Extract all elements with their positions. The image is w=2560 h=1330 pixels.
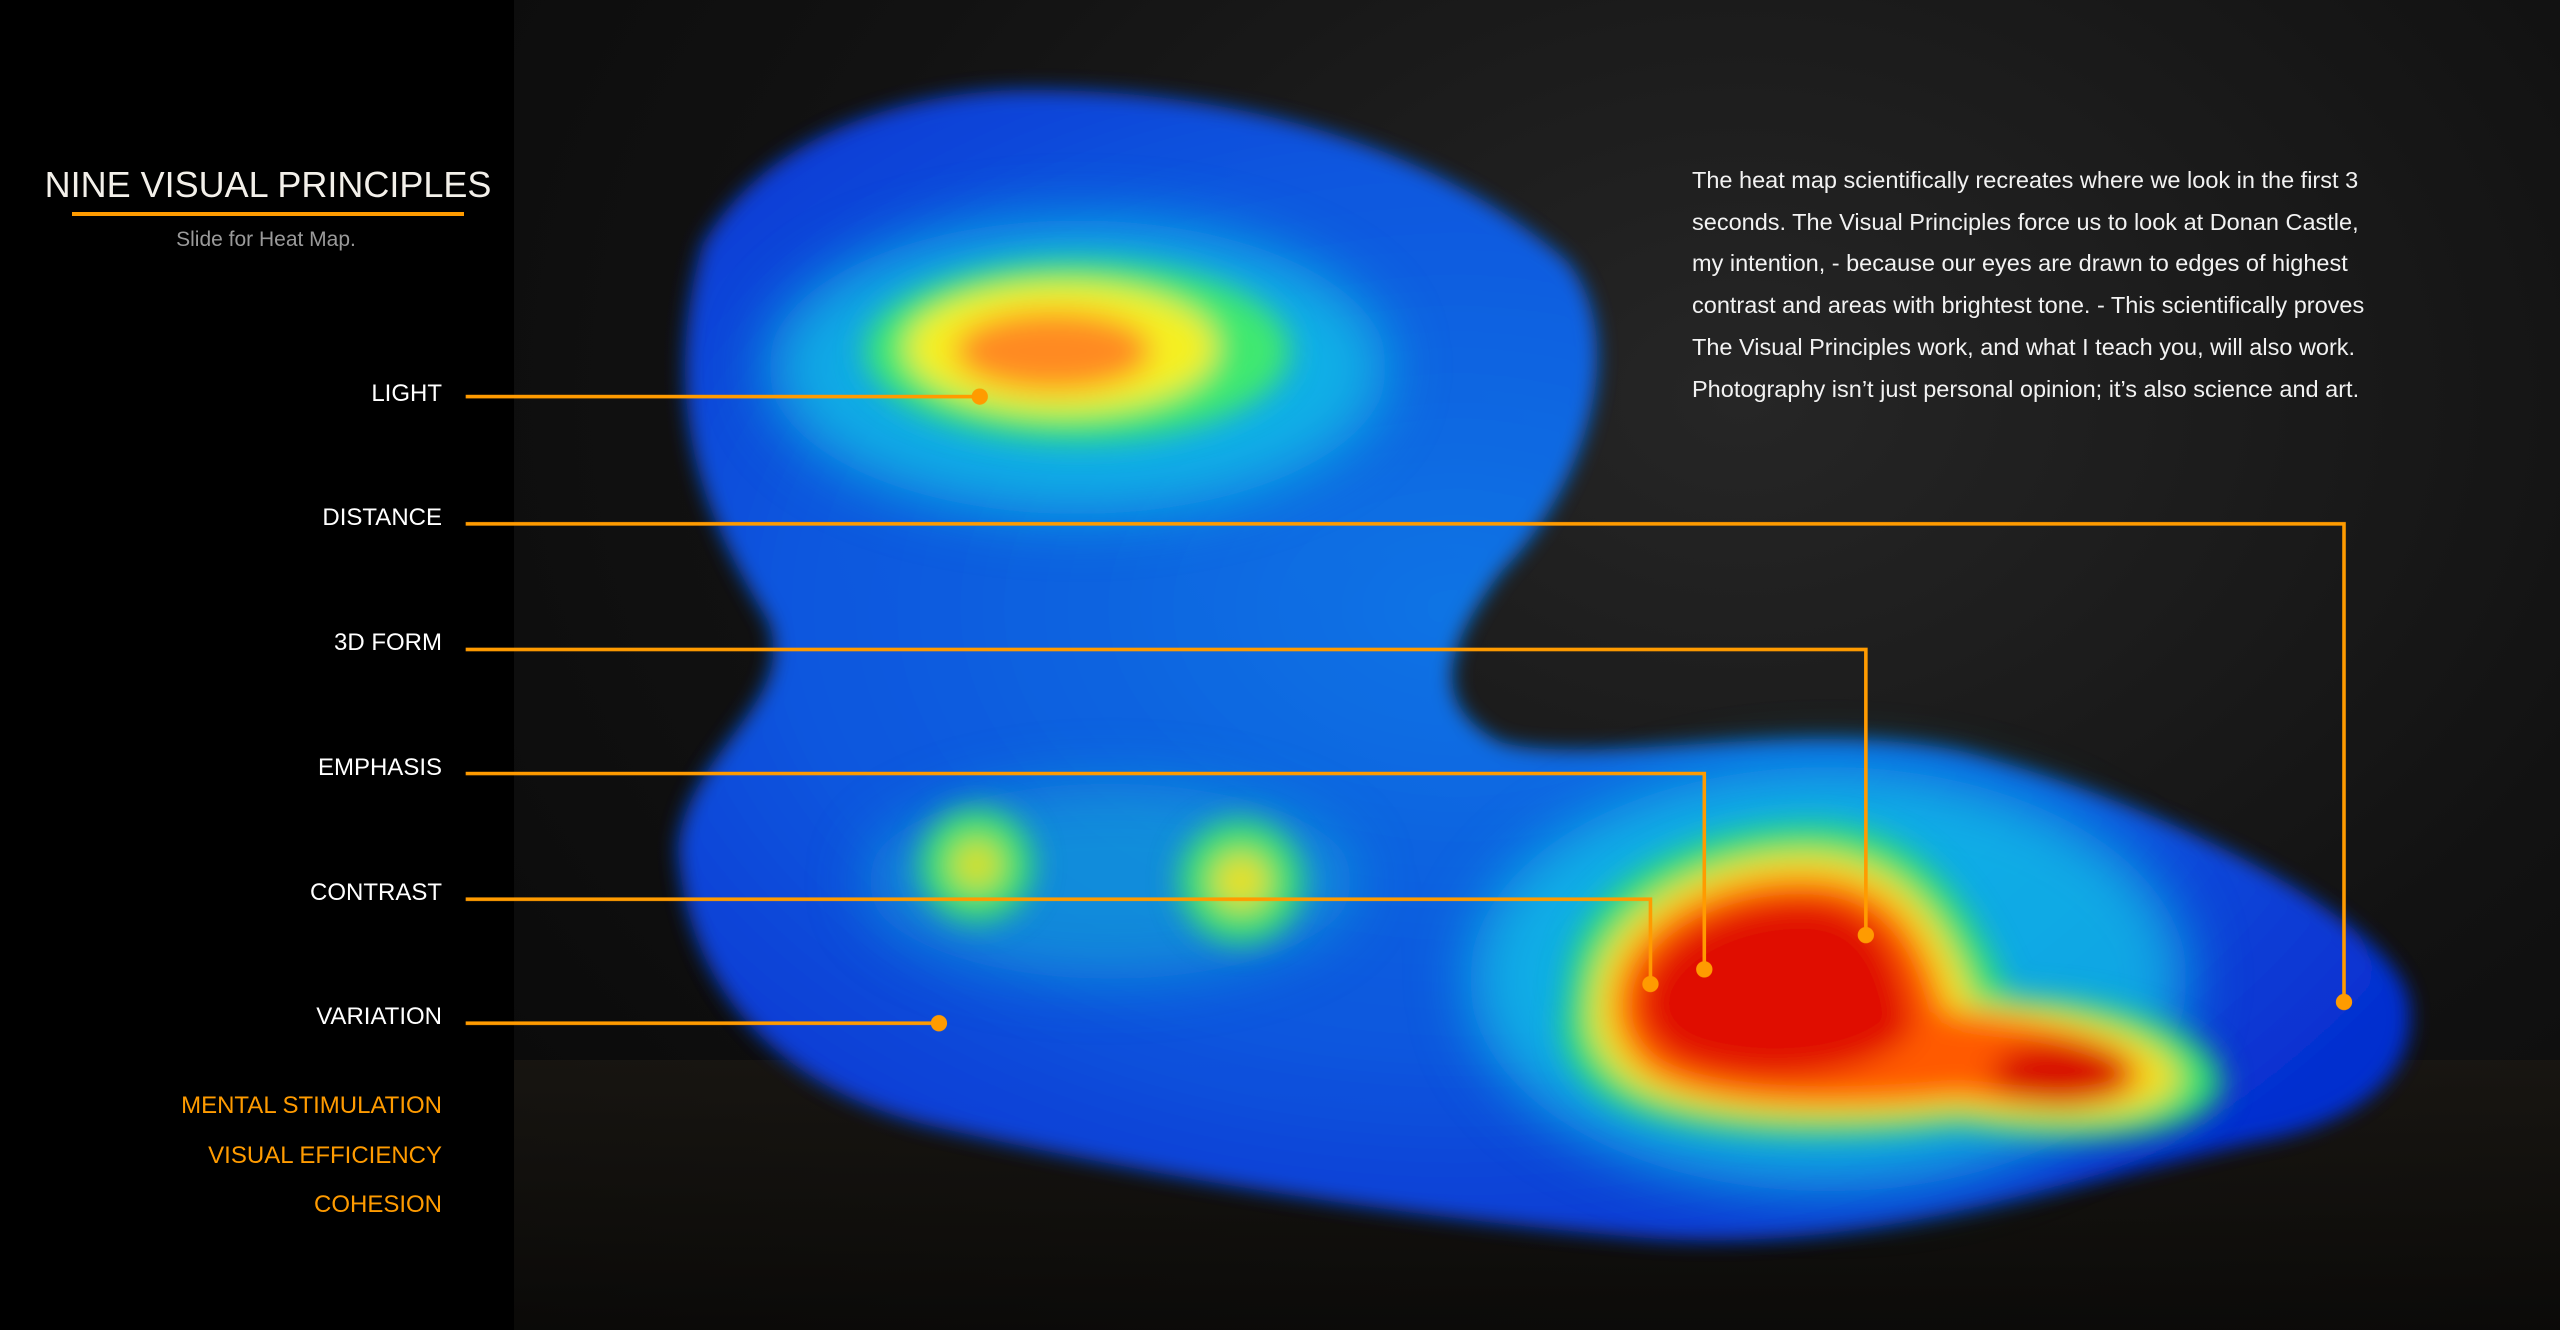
leader-emphasis — [465, 771, 1707, 970]
label-3d-form: 3D FORM — [334, 629, 442, 656]
label-mental-stimulation: MENTAL STIMULATION — [181, 1092, 442, 1119]
leader-distance — [465, 522, 2346, 1002]
label-variation: VARIATION — [316, 1003, 442, 1030]
tree-hotspots — [919, 807, 1303, 944]
title-underline — [72, 212, 464, 216]
page-title: NINE VISUAL PRINCIPLES — [44, 164, 492, 205]
dot-3d-form — [1857, 926, 1875, 944]
label-distance: DISTANCE — [322, 504, 442, 531]
castle-hotspot — [1562, 824, 2222, 1139]
leader-lines — [465, 394, 2346, 1025]
description-paragraph: The heat map scientifically recreates wh… — [1692, 167, 2365, 402]
dot-variation — [930, 1015, 948, 1032]
label-light: LIGHT — [371, 380, 442, 407]
leader-dots — [930, 388, 2353, 1032]
dot-distance — [2335, 993, 2353, 1011]
light-hotspot — [865, 261, 1290, 441]
dot-contrast — [1642, 975, 1659, 993]
dot-light — [971, 388, 988, 405]
leader-contrast — [465, 897, 1653, 985]
leader-3d-form — [465, 647, 1868, 936]
dot-emphasis — [1696, 961, 1713, 978]
label-visual-efficiency: VISUAL EFFICIENCY — [208, 1142, 442, 1169]
label-emphasis: EMPHASIS — [317, 754, 442, 781]
label-contrast: CONTRAST — [310, 879, 442, 906]
label-cohesion: COHESION — [313, 1191, 442, 1218]
page-subtitle: Slide for Heat Map. — [176, 228, 356, 251]
